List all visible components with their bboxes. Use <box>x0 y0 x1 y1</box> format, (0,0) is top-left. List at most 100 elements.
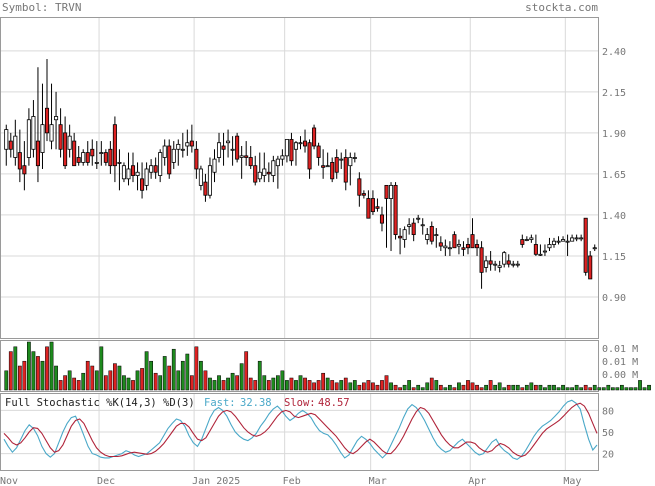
candle-body <box>22 165 27 175</box>
slow-value: 48.57 <box>318 397 350 409</box>
volume-bar <box>294 380 298 391</box>
candle-body <box>226 140 231 144</box>
candle-body <box>126 168 131 180</box>
volume-bar <box>448 384 452 391</box>
volume-bar <box>416 384 421 391</box>
volume-bar <box>40 360 45 391</box>
price-y-axis: 2.40 2.15 1.90 1.65 1.40 1.15 0.90 <box>602 47 626 304</box>
candle-body <box>556 240 561 243</box>
volume-bar <box>54 365 58 391</box>
candle-body <box>506 260 511 265</box>
volume-bar <box>579 387 584 391</box>
candle-body <box>348 157 353 167</box>
volume-bar <box>85 360 90 391</box>
candle-body <box>520 239 525 245</box>
volume-bar <box>620 384 624 391</box>
stochastic-title: Full Stochastic %K(14,3) %D(3) <box>5 397 195 409</box>
volume-bar <box>642 387 647 391</box>
candle-body <box>416 217 421 220</box>
candle-body <box>90 148 95 157</box>
volume-bar <box>352 380 357 391</box>
volume-bar <box>629 387 633 391</box>
candle-body <box>389 184 394 199</box>
volume-bar <box>647 384 651 391</box>
volume-bar <box>212 380 217 391</box>
x-axis-labels: Nov Dec Jan 2025 Feb Mar Apr May <box>0 476 581 486</box>
candle-body <box>162 145 167 158</box>
candle-body <box>583 217 588 273</box>
candle-body <box>198 168 203 186</box>
candle-body <box>58 124 63 150</box>
volume-bar <box>189 375 194 391</box>
volume-bar <box>285 380 289 391</box>
volume-bar <box>524 384 529 391</box>
volume-bar <box>4 370 9 391</box>
candle-body <box>456 244 461 247</box>
volume-bar <box>484 384 488 391</box>
volume-bar <box>275 375 280 391</box>
candle-body <box>361 193 366 196</box>
volume-bar <box>289 377 294 391</box>
volume-bar <box>280 370 285 391</box>
candle-body <box>180 148 185 151</box>
volume-bar <box>149 360 153 391</box>
candle-body <box>366 198 371 219</box>
volume-bar <box>140 368 144 391</box>
volume-tick-label: 0.01 M <box>602 344 638 355</box>
volume-bar <box>330 380 335 391</box>
candle-body <box>135 171 140 176</box>
candle-body <box>565 240 570 243</box>
candle-body <box>13 135 18 158</box>
volume-bar <box>235 375 240 391</box>
candle-body <box>103 152 108 163</box>
volume-bar <box>176 370 181 391</box>
volume-bar <box>298 375 303 391</box>
candle-body <box>425 234 430 240</box>
candle-body <box>357 178 362 196</box>
candle-body <box>280 155 285 160</box>
site-name[interactable]: stockta.com <box>525 1 598 14</box>
candle-body <box>153 165 158 173</box>
volume-bar <box>592 384 597 391</box>
volume-bar <box>244 351 249 391</box>
candle-body <box>465 244 471 249</box>
volume-bar <box>520 387 525 391</box>
candle-body <box>529 237 534 240</box>
candle-body <box>189 140 194 147</box>
volume-bar <box>312 382 316 391</box>
volume-bar <box>497 382 502 391</box>
candle-body <box>4 129 9 150</box>
candle-body <box>94 162 99 164</box>
volume-bar <box>253 380 258 391</box>
candle-body <box>44 107 50 134</box>
volume-bar <box>162 356 167 391</box>
volume-bar <box>371 382 375 391</box>
candle-body <box>112 124 117 167</box>
volume-bar <box>194 346 199 391</box>
candle-body <box>185 142 190 147</box>
candle-body <box>574 237 579 240</box>
candle-body <box>167 145 172 175</box>
candle-body <box>8 140 13 150</box>
candle-body <box>235 135 240 160</box>
volume-bar <box>597 387 602 391</box>
candle-body <box>271 160 276 176</box>
candle-body <box>547 244 552 249</box>
volume-bar <box>262 375 267 391</box>
volume-bar <box>36 356 40 391</box>
candle-body <box>289 139 294 162</box>
volume-bar <box>72 377 77 391</box>
slow-label: Slow: <box>284 397 316 409</box>
volume-bar <box>561 384 565 391</box>
candle-body <box>212 158 217 173</box>
candles <box>4 59 597 289</box>
candle-body <box>538 253 543 256</box>
candle-body <box>257 171 262 180</box>
stochastic-lines <box>3 399 598 461</box>
volume-bar <box>31 351 36 391</box>
candle-body <box>407 224 412 227</box>
candle-body <box>334 157 339 173</box>
volume-bar <box>601 387 606 391</box>
volume-bar <box>583 384 588 391</box>
volume-bar <box>230 372 235 391</box>
